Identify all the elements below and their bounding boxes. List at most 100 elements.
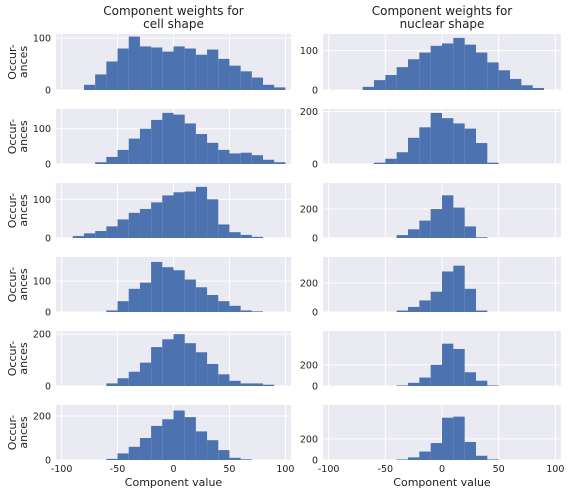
histogram-bar <box>95 231 107 238</box>
histogram-bar <box>218 301 230 312</box>
y-tick-label: 0 <box>312 86 318 97</box>
histogram-bar <box>240 234 252 238</box>
histogram-bar <box>106 156 118 164</box>
histogram-bar <box>487 385 499 386</box>
histogram-bar <box>442 118 454 164</box>
histogram-bar <box>487 162 499 164</box>
histogram-bar <box>430 45 442 90</box>
histogram-bar <box>464 288 476 312</box>
histogram-bar <box>139 46 152 90</box>
histogram-bar <box>151 119 163 164</box>
column-titles: Component weights for cell shape Component… <box>103 4 512 31</box>
histogram-bar <box>184 343 196 386</box>
histogram-bar <box>173 270 185 312</box>
histogram-bar <box>218 450 230 460</box>
x-tick-label: 50 <box>493 464 505 475</box>
histogram-bar <box>139 282 152 312</box>
histogram-bar <box>374 162 386 164</box>
histogram-bar <box>453 265 465 312</box>
y-tick-label: 200 <box>300 205 318 216</box>
column-title-2: Component weights for nuclear shape <box>372 4 513 31</box>
histogram-bar <box>162 419 174 460</box>
panels: 0100Occur-ances01000100Occur-ances020001… <box>6 34 564 489</box>
y-tick-label: 0 <box>45 234 51 245</box>
histogram-bar <box>251 155 264 164</box>
y-tick-label: 200 <box>33 412 51 423</box>
histogram-bar <box>117 48 129 90</box>
y-tick-label: 100 <box>33 195 51 206</box>
histogram-bar <box>419 451 431 460</box>
histogram-bar <box>117 301 129 312</box>
histogram-bar <box>408 382 420 386</box>
histogram-bar <box>453 37 465 90</box>
histogram-bar <box>430 443 442 460</box>
histogram-bar <box>430 209 442 238</box>
histogram-bar <box>195 352 208 386</box>
histogram-bar <box>476 380 488 386</box>
x-tick-label: -100 <box>318 464 340 475</box>
histogram-bar <box>106 226 118 238</box>
histogram-bar <box>83 84 96 90</box>
histogram-bar <box>408 59 420 90</box>
histogram-bar <box>229 65 241 90</box>
histogram-bar <box>195 134 208 164</box>
histogram-bar <box>173 46 185 90</box>
histogram-bar <box>173 334 185 386</box>
histogram-bar <box>173 192 185 238</box>
histogram-panel-r3-c2: 0 200 <box>300 183 561 245</box>
histogram-bar <box>151 347 163 386</box>
histogram-bar <box>464 442 476 460</box>
histogram-bar <box>184 417 196 460</box>
histogram-bar <box>464 372 476 386</box>
histogram-bar <box>396 310 408 312</box>
y-tick-label: 0 <box>312 234 318 245</box>
histogram-bar <box>162 51 174 90</box>
histogram-bar <box>162 339 174 386</box>
y-tick-label: 0 <box>45 382 51 393</box>
y-tick-label: 0 <box>45 160 51 171</box>
histogram-bar <box>229 457 241 460</box>
histogram-panel-r2-c2: 0 200 <box>300 107 561 171</box>
histogram-bar <box>173 114 185 164</box>
histogram-bar <box>218 374 230 386</box>
histogram-bar <box>207 295 219 312</box>
histogram-bar <box>453 207 465 238</box>
histogram-bar <box>442 43 454 90</box>
histogram-panel-r4-c2: 0 200 <box>300 257 561 319</box>
histogram-bar <box>240 152 252 164</box>
histogram-bar <box>128 138 140 164</box>
histogram-bar <box>207 199 219 238</box>
x-tick-label: -50 <box>378 464 394 475</box>
histogram-bar <box>128 371 140 386</box>
histogram-bar <box>532 88 544 90</box>
histogram-bar <box>419 300 431 312</box>
histogram-bar <box>263 84 275 90</box>
x-tick-label: 100 <box>546 464 564 475</box>
histogram-bar <box>151 425 163 460</box>
histogram-bar <box>385 158 397 164</box>
histogram-bar <box>251 311 264 312</box>
histogram-bar <box>117 453 129 460</box>
y-tick-label: 200 <box>300 279 318 290</box>
histogram-bar <box>362 86 374 90</box>
histogram-bar <box>184 123 196 164</box>
x-tick-label: 0 <box>439 464 445 475</box>
histogram-bar <box>95 162 107 164</box>
histogram-bar <box>442 343 454 386</box>
histogram-bar <box>72 236 84 238</box>
histogram-bar <box>139 438 152 460</box>
histogram-bar <box>162 195 174 238</box>
histogram-bar <box>207 142 219 164</box>
histogram-bar <box>476 455 488 460</box>
x-axis-label: Component value <box>125 476 223 489</box>
y-axis-label: Occur-ances <box>6 44 30 80</box>
histogram-bar <box>184 191 196 238</box>
histogram-bar <box>139 362 152 386</box>
histogram-bar <box>162 112 174 164</box>
x-tick-label: 50 <box>223 464 235 475</box>
histogram-bar <box>139 208 152 238</box>
histogram-bar <box>419 377 431 386</box>
y-tick-label: 0 <box>312 308 318 319</box>
